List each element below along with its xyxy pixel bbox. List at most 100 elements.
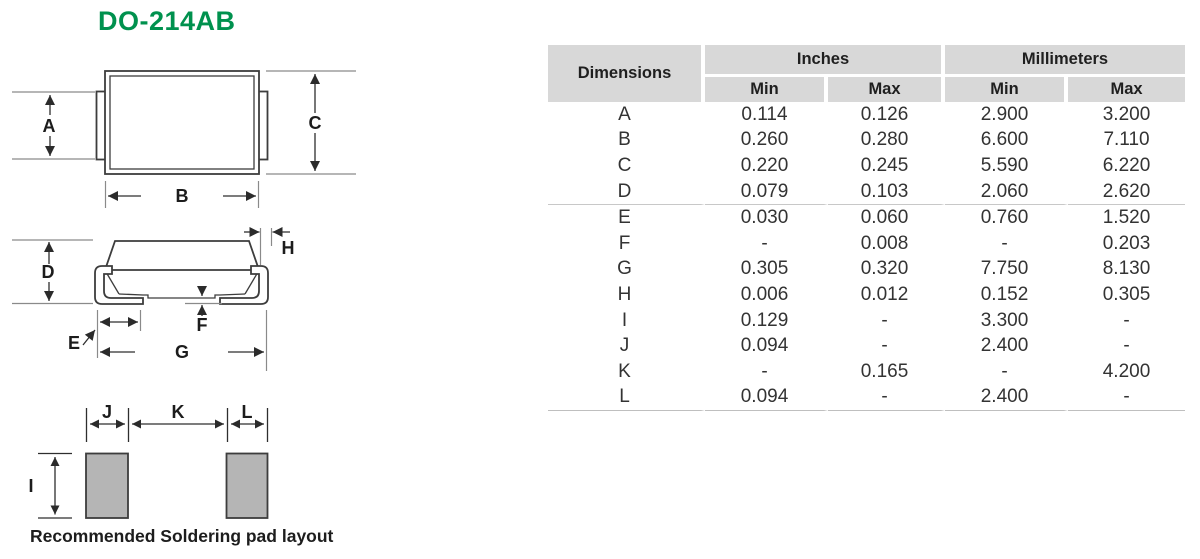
dimension-K: K	[132, 402, 224, 429]
dimension-value: -	[828, 333, 945, 359]
dimension-A: A	[12, 91, 95, 160]
dimension-letter: G	[548, 256, 705, 283]
dimension-value: 0.006	[705, 282, 828, 308]
dim-label-e: E	[68, 333, 80, 353]
dimension-value: -	[828, 384, 945, 412]
dimension-G: G	[100, 310, 268, 371]
package-body-side	[94, 240, 269, 305]
dim-label-b: B	[176, 186, 189, 206]
dimension-letter: D	[548, 178, 705, 206]
dim-label-k: K	[172, 402, 185, 422]
dimension-C: C	[266, 70, 356, 175]
dimension-F: F	[185, 286, 222, 335]
dimension-value: 2.900	[945, 102, 1068, 128]
dim-label-i: I	[28, 476, 33, 496]
body-inner-outline	[109, 75, 255, 170]
dimension-value: 0.203	[1102, 232, 1151, 254]
dimension-letter: K	[548, 358, 705, 385]
dim-label-g: G	[175, 342, 189, 362]
dimension-value: 2.400	[945, 384, 1068, 412]
dimension-value: -	[945, 358, 1068, 385]
dimension-value: 0.280	[828, 127, 945, 154]
dimension-value: 0.129	[705, 307, 828, 334]
dimension-value: 0.305	[705, 256, 828, 283]
body-top-chamfer	[103, 240, 261, 271]
table-row: D 0.079 0.103 2.060 2.620	[548, 178, 1186, 206]
header-dimensions: Dimensions	[548, 45, 705, 102]
table-row: H 0.006 0.012 0.152 0.305	[548, 282, 1185, 308]
dimension-value: 0.030	[705, 205, 828, 231]
table-row: K -0.165-4.200	[548, 358, 1185, 385]
dimensions-table-body: A 0.114 0.126 2.900 3.200 B 0.260 0.280 6.600 7.1…	[548, 102, 1186, 412]
dimension-value: 7.750	[945, 256, 1068, 283]
dimension-value: 0.320	[828, 256, 945, 283]
table-row: B 0.260 0.280 6.600 7.110	[548, 127, 1185, 154]
table-row: C 0.220 0.245 5.590 6.220	[548, 153, 1185, 179]
dimension-value: 0.760	[945, 205, 1068, 231]
dimension-value: 0.260	[705, 127, 828, 154]
dim-label-a: A	[43, 116, 56, 136]
dimension-value: 6.600	[945, 127, 1068, 154]
dimension-value: 0.114	[705, 102, 828, 128]
dimension-value: -	[1123, 309, 1130, 331]
dimension-letter: F	[548, 230, 705, 257]
dimension-value: 0.305	[1102, 283, 1151, 305]
body-outline	[104, 70, 260, 175]
dimension-value: -	[1068, 385, 1186, 412]
table-row: L 0.094-2.400-	[548, 384, 1186, 412]
table-row: I 0.129-3.300-	[548, 307, 1185, 334]
dimension-E: E	[68, 310, 142, 358]
dimension-letter: E	[548, 205, 705, 231]
dimension-value: -	[705, 358, 828, 385]
dimension-value: 0.094	[705, 384, 828, 412]
dimension-value: 0.094	[705, 333, 828, 359]
dimension-value: 0.126	[828, 102, 945, 128]
header-inches: Inches	[705, 45, 945, 77]
table-header-sub-row: Min Max Min Max	[548, 77, 1186, 102]
dimension-letter: H	[548, 282, 705, 308]
dimension-value: 8.130	[1102, 258, 1151, 280]
dimension-value: 0.060	[828, 205, 945, 231]
dimension-value: 0.012	[828, 282, 945, 308]
dimension-value: 2.620	[1068, 179, 1186, 206]
header-inches-min: Min	[705, 77, 828, 102]
dimension-value: -	[705, 230, 828, 257]
dimension-value: -	[945, 230, 1068, 257]
left-solder-pad	[85, 452, 129, 519]
dimension-value: 7.110	[1103, 129, 1150, 151]
package-body-top	[95, 70, 269, 175]
dimension-H: H	[244, 227, 295, 265]
pad-layout-caption: Recommended Soldering pad layout	[30, 526, 334, 546]
dimension-letter: L	[548, 384, 705, 412]
dimension-value: 4.200	[1102, 360, 1151, 382]
table-row: A 0.114 0.126 2.900 3.200	[548, 102, 1185, 128]
header-millimeters: Millimeters	[945, 45, 1186, 77]
dimension-value: 3.300	[945, 307, 1068, 334]
dimension-letter: I	[548, 307, 705, 334]
dimension-value: 0.008	[828, 230, 945, 257]
dimension-value: -	[1123, 335, 1130, 357]
dim-label-c: C	[309, 113, 322, 133]
header-mm-min: Min	[945, 77, 1068, 102]
dim-label-h: H	[282, 238, 295, 258]
header-mm-max: Max	[1068, 77, 1186, 102]
dim-label-j: J	[102, 402, 112, 422]
left-lead	[94, 265, 144, 305]
dimension-value: 0.220	[705, 153, 828, 179]
dimension-letter: J	[548, 333, 705, 359]
package-top-view-drawing: A C B	[12, 70, 356, 208]
dimension-J: J	[85, 402, 130, 442]
dimension-value: 3.200	[1102, 103, 1151, 125]
dimension-letter: A	[548, 102, 705, 128]
dimension-value: 0.152	[945, 282, 1068, 308]
dimension-value: 0.103	[828, 178, 945, 206]
dimension-value: -	[828, 307, 945, 334]
dimension-L: L	[226, 402, 269, 442]
dim-label-d: D	[42, 262, 55, 282]
dimension-value: 5.590	[945, 153, 1068, 179]
dimension-letter: C	[548, 153, 705, 179]
dimension-letter: B	[548, 127, 705, 154]
right-lead	[219, 265, 269, 305]
table-row: J 0.094-2.400-	[548, 333, 1185, 359]
